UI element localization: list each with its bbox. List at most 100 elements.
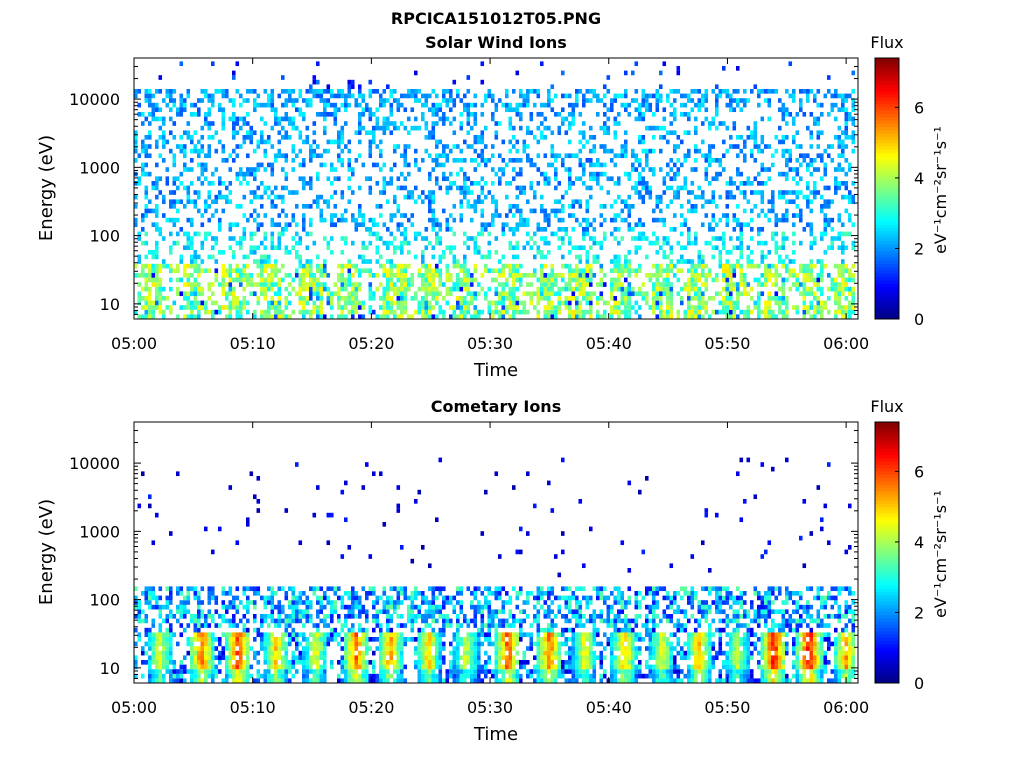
heatmap-cell: [260, 277, 264, 283]
heatmap-cell: [263, 655, 268, 661]
heatmap-cell: [536, 125, 541, 131]
heatmap-cell: [837, 144, 842, 149]
heatmap-cell: [515, 254, 520, 260]
heatmap-cell: [683, 309, 688, 315]
heatmap-cell: [200, 259, 205, 264]
heatmap-cell: [568, 171, 572, 177]
heatmap-cell: [771, 296, 775, 301]
heatmap-cell: [400, 240, 404, 246]
heatmap-cell: [428, 314, 432, 320]
heatmap-cell: [379, 153, 383, 159]
heatmap-cell: [158, 669, 163, 674]
heatmap-cell: [270, 89, 275, 94]
heatmap-cell: [393, 314, 397, 320]
heatmap-cell: [204, 300, 208, 306]
heatmap-cell: [148, 144, 152, 149]
heatmap-cell: [753, 144, 758, 149]
heatmap-cell: [830, 199, 835, 205]
colorbar-segment: [875, 126, 899, 131]
heatmap-cell: [645, 296, 649, 301]
heatmap-cell: [505, 181, 509, 186]
heatmap-cell: [585, 231, 590, 237]
heatmap-cell: [316, 286, 320, 292]
heatmap-cell: [519, 125, 523, 131]
heatmap-cell: [326, 84, 331, 90]
heatmap-cell: [841, 305, 845, 310]
heatmap-cell: [568, 268, 572, 274]
heatmap-cell: [557, 309, 562, 315]
heatmap-cell: [379, 98, 383, 103]
heatmap-cell: [715, 236, 719, 241]
heatmap-cell: [277, 604, 282, 610]
heatmap-cell: [543, 102, 548, 108]
heatmap-cell: [659, 148, 663, 154]
heatmap-cell: [508, 139, 513, 145]
heatmap-cell: [414, 296, 418, 301]
heatmap-cell: [795, 277, 800, 283]
heatmap-cell: [281, 125, 285, 131]
heatmap-cell: [207, 309, 212, 315]
heatmap-cell: [540, 263, 544, 269]
heatmap-cell: [732, 125, 737, 131]
heatmap-cell: [361, 254, 366, 260]
heatmap-cell: [648, 107, 653, 113]
heatmap-cell: [505, 93, 509, 99]
heatmap-cell: [253, 314, 257, 320]
heatmap-cell: [582, 144, 586, 149]
heatmap-cell: [155, 512, 159, 518]
heatmap-cell: [466, 305, 471, 310]
heatmap-cell: [515, 70, 520, 76]
heatmap-cell: [256, 591, 261, 596]
heatmap-cell: [610, 268, 614, 274]
heatmap-cell: [739, 291, 744, 297]
heatmap-cell: [512, 273, 516, 278]
heatmap-cell: [137, 300, 142, 306]
heatmap-cell: [725, 204, 730, 209]
heatmap-cell: [662, 190, 667, 195]
heatmap-cell: [274, 112, 278, 117]
heatmap-cell: [515, 300, 520, 306]
heatmap-cell: [190, 240, 194, 246]
heatmap-cell: [165, 296, 170, 301]
heatmap-cell: [232, 291, 236, 297]
heatmap-cell: [172, 162, 177, 168]
heatmap-cell: [802, 300, 807, 306]
heatmap-cell: [473, 116, 478, 122]
heatmap-cell: [739, 263, 744, 269]
heatmap-cell: [519, 282, 523, 287]
heatmap-cell: [305, 89, 310, 94]
heatmap-cell: [519, 190, 523, 195]
heatmap-cell: [158, 153, 163, 159]
heatmap-cell: [302, 162, 306, 168]
heatmap-cell: [687, 236, 691, 241]
heatmap-cell: [207, 664, 212, 670]
heatmap-cell: [687, 116, 691, 122]
heatmap-cell: [729, 282, 733, 287]
heatmap-cell: [235, 314, 240, 320]
heatmap-cell: [379, 125, 383, 131]
heatmap-cell: [729, 181, 733, 186]
heatmap-cell: [431, 158, 436, 163]
heatmap-cell: [631, 291, 635, 297]
heatmap-cell: [218, 660, 222, 665]
colorbar-segment: [875, 296, 899, 300]
heatmap-cell: [452, 217, 457, 223]
heatmap-cell: [550, 208, 555, 214]
heatmap-cell: [844, 185, 849, 191]
heatmap-cell: [260, 286, 264, 292]
heatmap-cell: [340, 305, 345, 310]
heatmap-cell: [694, 268, 698, 274]
heatmap-cell: [459, 112, 464, 117]
heatmap-cell: [183, 273, 187, 278]
heatmap-cell: [162, 641, 166, 647]
heatmap-cell: [277, 268, 282, 274]
heatmap-cell: [137, 259, 142, 264]
heatmap-cell: [347, 296, 352, 301]
heatmap-cell: [494, 236, 499, 241]
heatmap-cell: [197, 650, 201, 656]
heatmap-cell: [582, 171, 586, 177]
heatmap-cell: [442, 309, 446, 315]
heatmap-cell: [711, 245, 716, 251]
heatmap-cell: [232, 121, 236, 126]
heatmap-cell: [508, 181, 513, 186]
